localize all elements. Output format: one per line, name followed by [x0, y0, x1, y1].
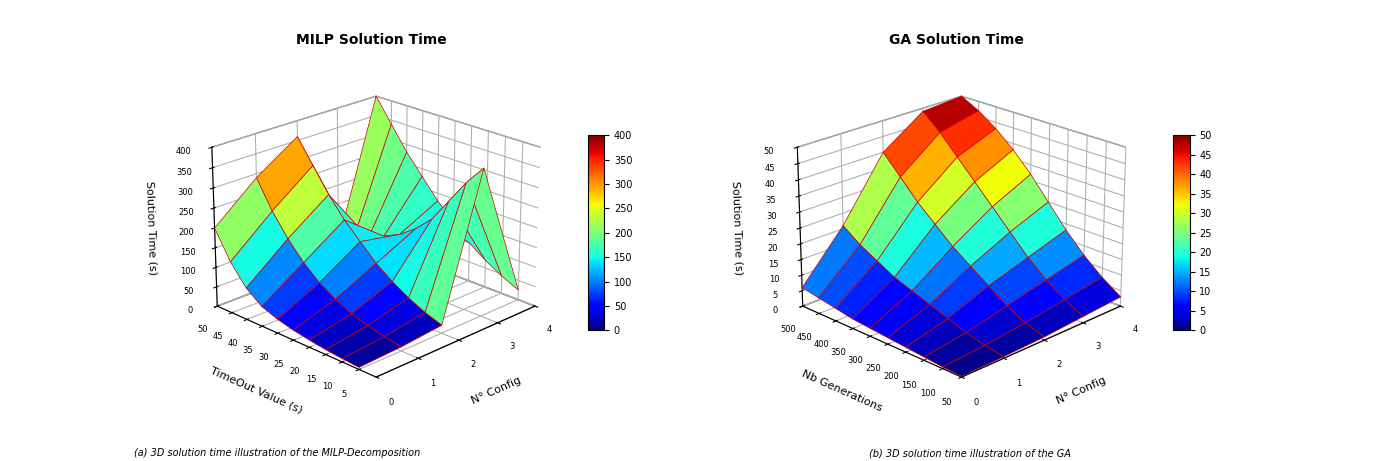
Text: (a) 3D solution time illustration of the MILP-Decomposition: (a) 3D solution time illustration of the…	[134, 449, 420, 458]
X-axis label: N° Config: N° Config	[1055, 375, 1108, 406]
X-axis label: N° Config: N° Config	[470, 375, 522, 406]
Title: MILP Solution Time: MILP Solution Time	[296, 33, 447, 47]
Y-axis label: TimeOut Value (s): TimeOut Value (s)	[209, 366, 303, 415]
Y-axis label: Nb Generations: Nb Generations	[801, 368, 884, 413]
Title: GA Solution Time: GA Solution Time	[889, 33, 1025, 47]
Text: (b) 3D solution time illustration of the GA: (b) 3D solution time illustration of the…	[868, 449, 1071, 458]
